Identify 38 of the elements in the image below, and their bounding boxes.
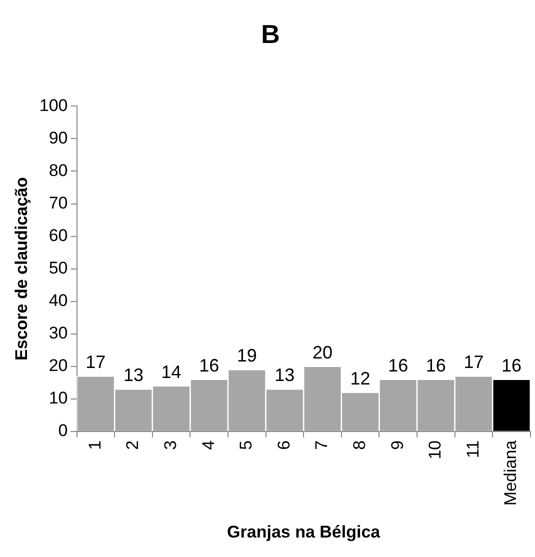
x-tick-label: 10 [426, 440, 445, 460]
y-tick-label: 0 [58, 421, 68, 440]
data-label: 16 [388, 355, 408, 376]
data-label: 17 [86, 352, 106, 372]
x-axis-title: Granjas na Bélgica [227, 522, 381, 542]
y-tick-label: 60 [48, 226, 68, 245]
x-tick-label: 1 [85, 440, 104, 450]
x-tick-label: 8 [350, 440, 369, 450]
x-tick-label: 11 [463, 440, 482, 458]
data-label: 16 [502, 355, 522, 376]
chart-title: B [261, 18, 280, 49]
y-tick-label: 90 [48, 128, 68, 148]
data-label: 19 [236, 346, 257, 366]
data-label: 13 [274, 365, 295, 386]
x-tick-label: 9 [388, 440, 407, 450]
y-tick-label: 30 [48, 324, 68, 343]
y-axis-title: Escore de claudicação [12, 177, 31, 360]
y-tick-label: 70 [48, 193, 68, 212]
data-label: 14 [161, 362, 182, 382]
x-tick-label: 3 [160, 440, 180, 450]
data-label: 17 [464, 352, 484, 372]
data-label: 20 [312, 342, 333, 362]
x-tick-label: 4 [198, 440, 218, 450]
x-tick-label: 5 [236, 440, 256, 450]
y-tick-label: 50 [48, 258, 68, 278]
data-label: 12 [350, 368, 370, 388]
data-label: 13 [123, 365, 144, 386]
x-tick-label: Mediana [501, 440, 520, 506]
y-tick-label: 40 [48, 291, 68, 310]
data-label: 16 [199, 355, 220, 376]
y-tick-label: 10 [48, 388, 68, 408]
y-tick-label: 80 [48, 160, 68, 180]
x-tick-label: 6 [274, 440, 294, 450]
x-tick-label: 2 [123, 440, 142, 450]
x-tick-label: 7 [312, 440, 332, 450]
y-tick-label: 20 [48, 356, 68, 376]
y-tick-label: 100 [39, 96, 68, 115]
data-label: 16 [426, 355, 446, 376]
